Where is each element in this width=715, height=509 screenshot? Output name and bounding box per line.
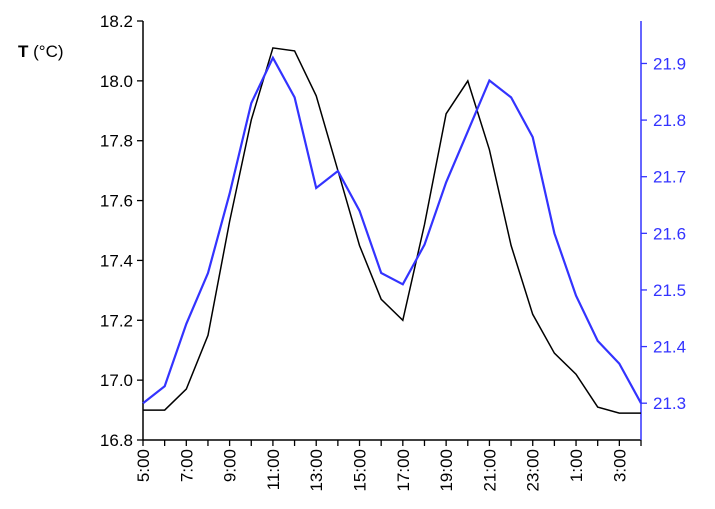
y-axis-label-symbol: T [18,42,29,61]
x-axis-tick-label: 13:00 [307,449,326,492]
x-axis-tick-label: 5:00 [134,449,153,482]
right-axis-tick-label: 21.4 [653,338,686,357]
x-axis-tick-label: 3:00 [610,449,629,482]
left-axis-tick-label: 17.2 [100,311,133,330]
right-axis-tick-label: 21.8 [653,111,686,130]
x-axis-tick-label: 7:00 [177,449,196,482]
right-axis-tick-label: 21.7 [653,168,686,187]
y-axis-label: T (°C) [18,42,64,61]
y-axis-label-unit: (°C) [28,42,63,61]
x-axis-tick-label: 15:00 [351,449,370,492]
right-axis-tick-label: 21.6 [653,224,686,243]
left-axis-tick-label: 16.8 [100,431,133,450]
series-line-left-axis [143,47,641,414]
x-axis-tick-label: 21:00 [480,449,499,492]
right-axis-tick-label: 21.5 [653,281,686,300]
x-axis-tick-label: 17:00 [394,449,413,492]
plot-area: 16.8 17.0 17.2 17.4 17.6 17.8 18.0 18.2 21.3 21.4… [100,12,686,492]
x-axis-tick-label: 19:00 [437,449,456,492]
left-axis-tick-label: 18.0 [100,72,133,91]
left-axis-tick-label: 17.0 [100,371,133,390]
left-axis-tick-label: 17.8 [100,132,133,151]
x-axis-tick-label: 9:00 [221,449,240,482]
x-axis-tick-label: 1:00 [567,449,586,482]
x-axis-tick-label: 11:00 [264,449,283,490]
left-axis-tick-label: 17.6 [100,192,133,211]
right-axis-tick-label: 21.3 [653,394,686,413]
series-line-right-axis [142,55,642,405]
left-axis-tick-label: 17.4 [100,251,133,270]
x-axis-tick-label: 23:00 [524,449,543,492]
left-axis-tick-label: 18.2 [100,12,133,31]
right-axis-tick-label: 21.9 [653,54,686,73]
